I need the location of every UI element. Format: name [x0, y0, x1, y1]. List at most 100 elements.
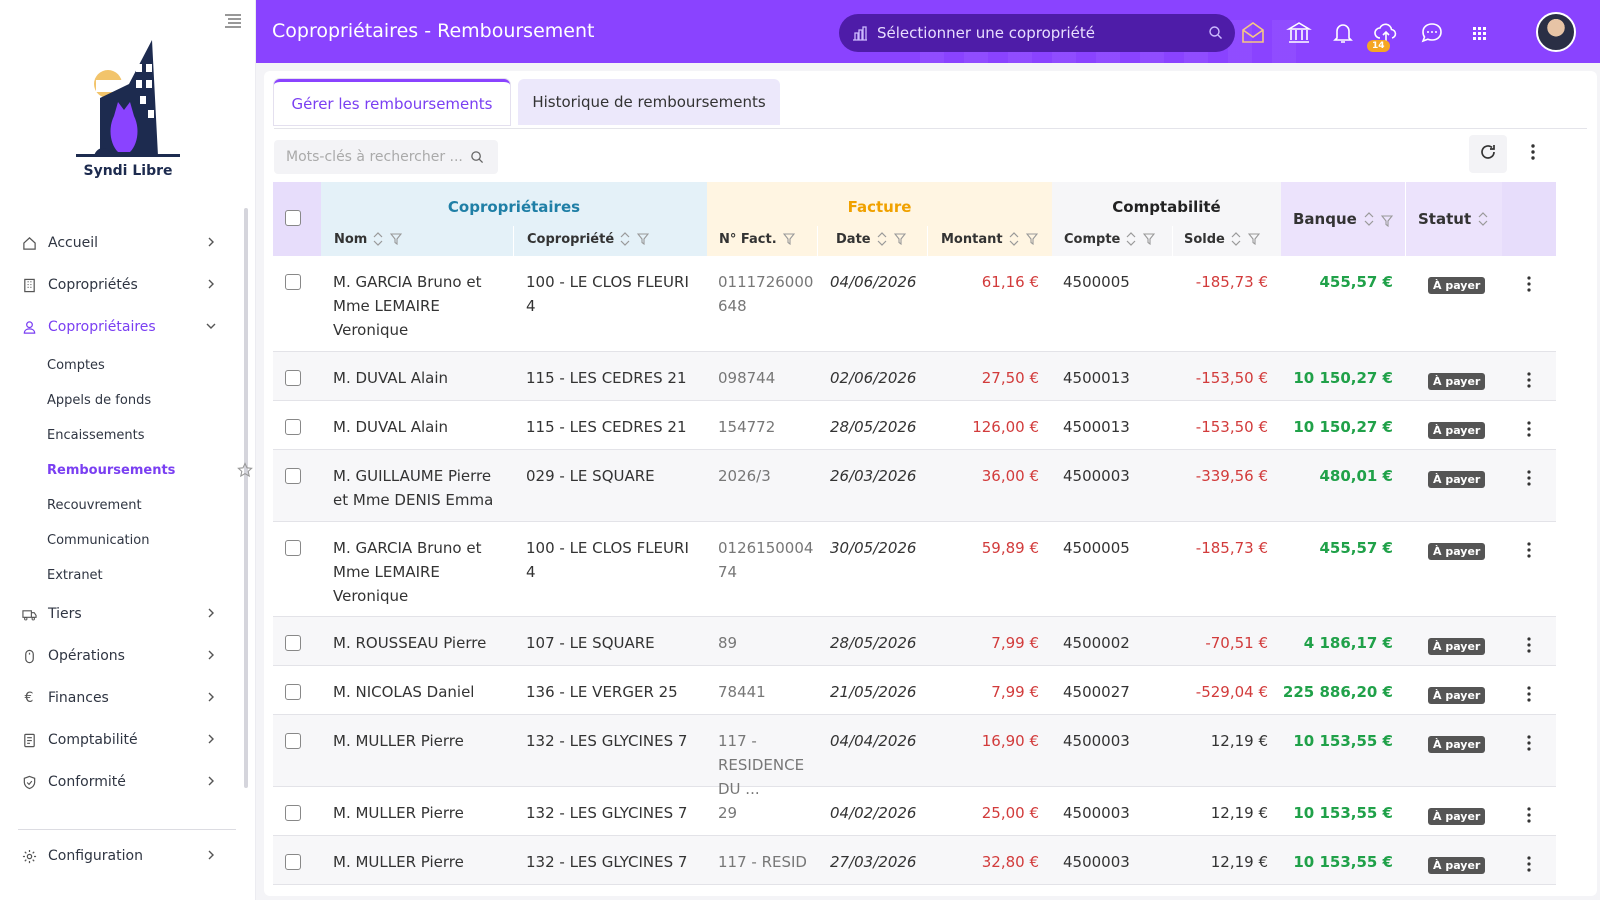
filter-icon[interactable]: [893, 233, 906, 246]
tab-historique-remboursements[interactable]: Historique de remboursements: [518, 79, 780, 125]
cell-copropriete: 029 - LE SQUARE: [526, 467, 655, 485]
sort-icon[interactable]: [619, 231, 631, 247]
sidebar-subitem-communication[interactable]: Communication: [47, 533, 150, 548]
select-all-checkbox[interactable]: [285, 210, 301, 226]
more-vertical-icon[interactable]: [1521, 420, 1537, 438]
copropriete-selector-placeholder: Sélectionner une copropriété: [877, 24, 1095, 42]
cloud-upload-icon[interactable]: [1373, 20, 1399, 46]
table-row[interactable]: M. DUVAL Alain 115 - LES CEDRES 21 09874…: [273, 352, 1556, 401]
cell-banque: 10 153,55 €: [1293, 804, 1393, 822]
sidebar-item-coproprietaires[interactable]: Copropriétaires: [18, 306, 238, 348]
column-header-compte[interactable]: Compte: [1064, 226, 1156, 252]
table-row[interactable]: M. ROUSSEAU Pierre 107 - LE SQUARE 89 28…: [273, 617, 1556, 666]
sort-icon[interactable]: [372, 231, 384, 247]
more-vertical-icon[interactable]: [1521, 636, 1537, 654]
filter-icon[interactable]: [782, 233, 795, 246]
filter-icon[interactable]: [1380, 213, 1393, 228]
more-vertical-icon[interactable]: [1521, 734, 1537, 752]
row-checkbox[interactable]: [285, 540, 301, 556]
bell-icon[interactable]: [1330, 20, 1356, 46]
sidebar-item-tiers[interactable]: Tiers: [18, 593, 238, 635]
row-checkbox[interactable]: [285, 854, 301, 870]
cell-no-fact: 0111726000648: [718, 273, 814, 315]
table-row[interactable]: M. MULLER Pierre 132 - LES GLYCINES 7 11…: [273, 836, 1556, 885]
table-row[interactable]: M. GARCIA Bruno et Mme LEMAIRE Veronique…: [273, 256, 1556, 352]
column-label: Solde: [1184, 231, 1225, 247]
column-header-nom[interactable]: Nom: [334, 226, 403, 252]
cell-compte: 4500003: [1063, 853, 1130, 871]
refresh-button[interactable]: [1469, 135, 1507, 173]
sort-icon[interactable]: [1230, 231, 1242, 247]
home-icon: [20, 234, 38, 252]
sidebar-subitem-comptes[interactable]: Comptes: [47, 358, 105, 373]
cell-montant: 126,00 €: [972, 418, 1039, 436]
sidebar-subitem-encaissements[interactable]: Encaissements: [47, 428, 145, 443]
column-header-statut[interactable]: Statut: [1418, 210, 1489, 228]
sidebar-item-coproprietes[interactable]: Copropriétés: [18, 264, 238, 306]
row-checkbox[interactable]: [285, 733, 301, 749]
more-vertical-icon[interactable]: [1521, 469, 1537, 487]
column-header-copropriete[interactable]: Copropriété: [527, 226, 650, 252]
search-icon[interactable]: [470, 150, 484, 164]
filter-icon[interactable]: [1025, 233, 1038, 246]
notification-count-badge: 14: [1367, 40, 1390, 52]
sidebar-subitem-remboursements[interactable]: Remboursements: [47, 453, 253, 488]
sidebar-subitem-appels-de-fonds[interactable]: Appels de fonds: [47, 393, 152, 408]
sidebar-item-conformite[interactable]: Conformité: [18, 761, 238, 803]
filter-icon[interactable]: [636, 233, 650, 246]
column-header-solde[interactable]: Solde: [1184, 226, 1261, 252]
search-input[interactable]: [286, 149, 466, 165]
sort-icon[interactable]: [1477, 211, 1489, 227]
table-row[interactable]: M. DUVAL Alain 115 - LES CEDRES 21 15477…: [273, 401, 1556, 450]
table-row[interactable]: M. MULLER Pierre 132 - LES GLYCINES 7 11…: [273, 715, 1556, 798]
table-row[interactable]: M. GUILLAUME Pierre et Mme DENIS Emma 02…: [273, 450, 1556, 522]
sidebar-item-operations[interactable]: Opérations: [18, 635, 238, 677]
menu-collapse-icon[interactable]: [224, 14, 242, 28]
row-checkbox[interactable]: [285, 419, 301, 435]
more-vertical-icon[interactable]: [1521, 806, 1537, 824]
column-header-montant[interactable]: Montant: [941, 226, 1038, 252]
sidebar-subitem-recouvrement[interactable]: Recouvrement: [47, 498, 142, 513]
column-label: Date: [836, 231, 871, 247]
sort-icon[interactable]: [1008, 231, 1020, 247]
copropriete-selector[interactable]: Sélectionner une copropriété: [839, 14, 1235, 52]
sidebar-item-configuration[interactable]: Configuration: [18, 835, 238, 877]
sidebar-subitem-extranet[interactable]: Extranet: [47, 568, 103, 583]
more-options-button[interactable]: [1514, 135, 1552, 173]
sidebar-item-finances[interactable]: € Finances: [18, 677, 238, 719]
sidebar-item-accueil[interactable]: Accueil: [18, 222, 238, 264]
more-vertical-icon[interactable]: [1521, 685, 1537, 703]
row-checkbox[interactable]: [285, 468, 301, 484]
sidebar-scrollbar[interactable]: [244, 208, 248, 788]
more-vertical-icon[interactable]: [1521, 275, 1537, 293]
table-row[interactable]: M. NICOLAS Daniel 136 - LE VERGER 25 784…: [273, 666, 1556, 715]
column-header-date[interactable]: Date: [836, 226, 906, 252]
row-checkbox[interactable]: [285, 805, 301, 821]
tab-gerer-remboursements[interactable]: Gérer les remboursements: [274, 79, 510, 125]
row-checkbox[interactable]: [285, 370, 301, 386]
mail-icon[interactable]: [1240, 20, 1266, 46]
table-row[interactable]: M. GARCIA Bruno et Mme LEMAIRE Veronique…: [273, 522, 1556, 617]
user-avatar[interactable]: [1536, 12, 1576, 52]
more-vertical-icon[interactable]: [1521, 371, 1537, 389]
chevron-right-icon: [204, 277, 218, 291]
row-checkbox[interactable]: [285, 684, 301, 700]
apps-grid-icon[interactable]: [1466, 20, 1492, 46]
sort-icon[interactable]: [1363, 211, 1375, 227]
bank-icon[interactable]: [1286, 20, 1312, 46]
chat-icon[interactable]: [1419, 20, 1445, 46]
star-icon[interactable]: [237, 462, 253, 478]
sort-icon[interactable]: [876, 231, 888, 247]
row-checkbox[interactable]: [285, 274, 301, 290]
filter-icon[interactable]: [1143, 233, 1156, 246]
filter-icon[interactable]: [390, 233, 403, 246]
sort-icon[interactable]: [1125, 231, 1137, 247]
filter-icon[interactable]: [1247, 233, 1261, 246]
sidebar-item-comptabilite[interactable]: Comptabilité: [18, 719, 238, 761]
column-header-banque[interactable]: Banque: [1293, 210, 1393, 228]
column-header-no-fact[interactable]: N° Fact.: [719, 226, 795, 252]
more-vertical-icon[interactable]: [1521, 541, 1537, 559]
table-row[interactable]: M. MULLER Pierre 132 - LES GLYCINES 7 29…: [273, 787, 1556, 836]
row-checkbox[interactable]: [285, 635, 301, 651]
more-vertical-icon[interactable]: [1521, 855, 1537, 873]
